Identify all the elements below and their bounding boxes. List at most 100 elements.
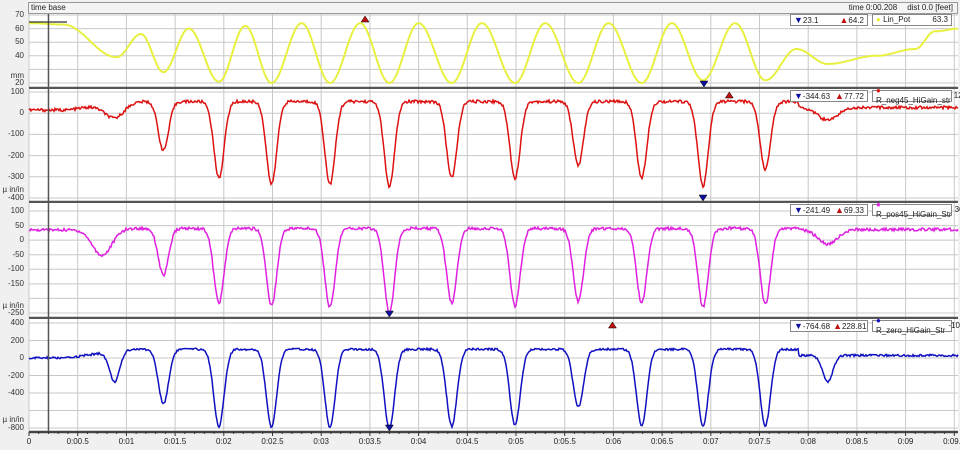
channel-legend[interactable]: ▼-241.49 ▲69.33 ● R_pos45_HiGain_Str36.20 (790, 200, 960, 219)
cursor-readout: time 0:00.208 dist 0.0 [feet] (839, 3, 953, 12)
x-tick-label: 0:02.5 (261, 437, 284, 446)
y-tick-label: 60 (15, 23, 24, 33)
x-tick-label: 0:09 (897, 437, 914, 446)
max-triangle-icon: ▲ (833, 320, 842, 331)
y-tick-label: 70 (15, 10, 24, 19)
max-value: 77.72 (843, 91, 864, 101)
y-tick-label: -400 (7, 388, 24, 397)
min-triangle-icon: ▼ (794, 14, 803, 25)
min-marker-icon (384, 310, 394, 318)
channel-dot-icon: ● (876, 200, 881, 209)
x-tick-label: 0:07 (703, 437, 719, 446)
plot-area (29, 89, 958, 202)
x-tick-label: 0:02 (216, 437, 232, 446)
channel-name-box[interactable]: ● R_pos45_HiGain_Str36.20 (872, 200, 960, 219)
max-marker-icon (724, 91, 734, 99)
trace-r_zero_higain_str (28, 346, 959, 430)
channel-value: 36.20 (954, 205, 960, 214)
channel-name-box[interactable]: ● Lin_Pot 63.3 (872, 14, 952, 26)
x-tick-label: 0:04 (410, 437, 427, 446)
min-marker-icon (699, 80, 709, 88)
y-tick-label: -200 (7, 370, 24, 380)
channel-dot-icon: ● (876, 86, 881, 95)
min-triangle-icon: ▼ (794, 90, 803, 101)
channel-name: R_zero_HiGain_Str (876, 326, 946, 335)
channel-name: R_neg45_HiGain_str (876, 96, 951, 105)
unit-label: µ in/in (2, 185, 24, 194)
x-tick-label: 0:06.5 (650, 437, 674, 446)
min-triangle-icon: ▼ (794, 204, 803, 215)
channel-dot-icon: ● (876, 15, 881, 24)
channel-name: R_pos45_HiGain_Str (876, 210, 952, 219)
channel-name-box[interactable]: ● R_neg45_HiGain_str12.40 (872, 86, 960, 105)
y-tick-label: -100 (7, 264, 24, 274)
trace-r_neg45_higain_str (28, 98, 959, 190)
min-max-box: ▼-344.63 ▲77.72 (790, 90, 868, 102)
y-tick-label: 40 (15, 50, 24, 60)
min-value: -764.68 (802, 321, 831, 331)
channel-legend[interactable]: ▼-764.68▲228.81 ● R_zero_HiGain_Str-10.96 (790, 316, 960, 335)
time-base-label: time base (31, 3, 66, 12)
y-tick-label: -250 (7, 307, 24, 317)
min-marker-icon (384, 424, 394, 432)
trace-r_pos45_higain_str (28, 225, 959, 315)
channel-name-box[interactable]: ● R_zero_HiGain_Str-10.96 (872, 316, 960, 335)
x-tick-label: 0 (26, 437, 32, 446)
min-max-box: ▼-241.49 ▲69.33 (790, 204, 868, 216)
y-tick-label: 0 (19, 108, 24, 118)
max-triangle-icon: ▲ (835, 90, 844, 101)
channel-legend[interactable]: ▼23.1 ▲64.2 ● Lin_Pot 63.3 (790, 14, 952, 26)
x-tick-label: 0:04.5 (456, 437, 479, 446)
y-tick-label: -200 (7, 150, 24, 160)
y-tick-label: 20 (15, 78, 24, 87)
x-tick-label: 0:00.5 (66, 437, 89, 446)
y-tick-label: 100 (10, 87, 24, 96)
y-tick-label: -50 (12, 249, 24, 259)
max-triangle-icon: ▲ (835, 204, 844, 215)
channel-value: -10.96 (948, 321, 960, 330)
channel-value: 63.3 (932, 15, 948, 24)
dist-readout: dist 0.0 [feet] (907, 3, 953, 12)
channel-value: 12.40 (953, 91, 960, 100)
x-tick-label: 0:09.5 (943, 437, 960, 446)
y-tick-label: 50 (15, 220, 24, 230)
channel-name: Lin_Pot (883, 15, 911, 24)
y-tick-label: -400 (7, 193, 24, 202)
min-value: -241.49 (802, 205, 831, 215)
x-tick-label: 0:03 (313, 437, 329, 446)
y-tick-label: 200 (10, 335, 24, 345)
min-value: -344.63 (802, 91, 831, 101)
x-tick-label: 0:08 (800, 437, 816, 446)
x-tick-label: 0:05.5 (553, 437, 576, 446)
x-tick-label: 0:01 (118, 437, 135, 446)
y-tick-label: -300 (7, 171, 24, 181)
unit-label: µ in/in (2, 415, 24, 424)
max-marker-icon (360, 15, 370, 23)
x-tick-label: 0:01.5 (163, 437, 187, 446)
y-tick-label: -800 (7, 423, 24, 432)
y-tick-label: -150 (7, 278, 24, 288)
x-tick-label: 0:08.5 (845, 437, 869, 446)
y-tick-label: 0 (19, 353, 24, 362)
min-value: 23.1 (802, 15, 819, 25)
unit-label: mm (10, 71, 24, 80)
x-tick-label: 0:03.5 (358, 437, 382, 446)
max-value: 69.33 (843, 205, 864, 215)
min-max-box: ▼-764.68 ▲228.81 (790, 320, 868, 332)
min-triangle-icon: ▼ (794, 320, 803, 331)
channel-legend[interactable]: ▼-344.63 ▲77.72 ● R_neg45_HiGain_str12.40 (790, 86, 960, 105)
x-tick-label: 0:06 (605, 437, 622, 446)
channel-dot-icon: ● (876, 316, 881, 325)
y-tick-label: -100 (7, 129, 24, 139)
x-tick-label: 0:05 (508, 437, 524, 446)
max-value: 64.2 (848, 15, 864, 25)
y-tick-label: 100 (10, 206, 24, 215)
trace-lin_pot (29, 22, 959, 85)
x-tick-label: 0:07.5 (748, 437, 771, 446)
min-marker-icon (698, 194, 708, 202)
time-readout: time 0:00.208 (848, 3, 898, 12)
y-tick-label: 400 (10, 318, 24, 327)
unit-label: µ in/in (2, 301, 24, 310)
